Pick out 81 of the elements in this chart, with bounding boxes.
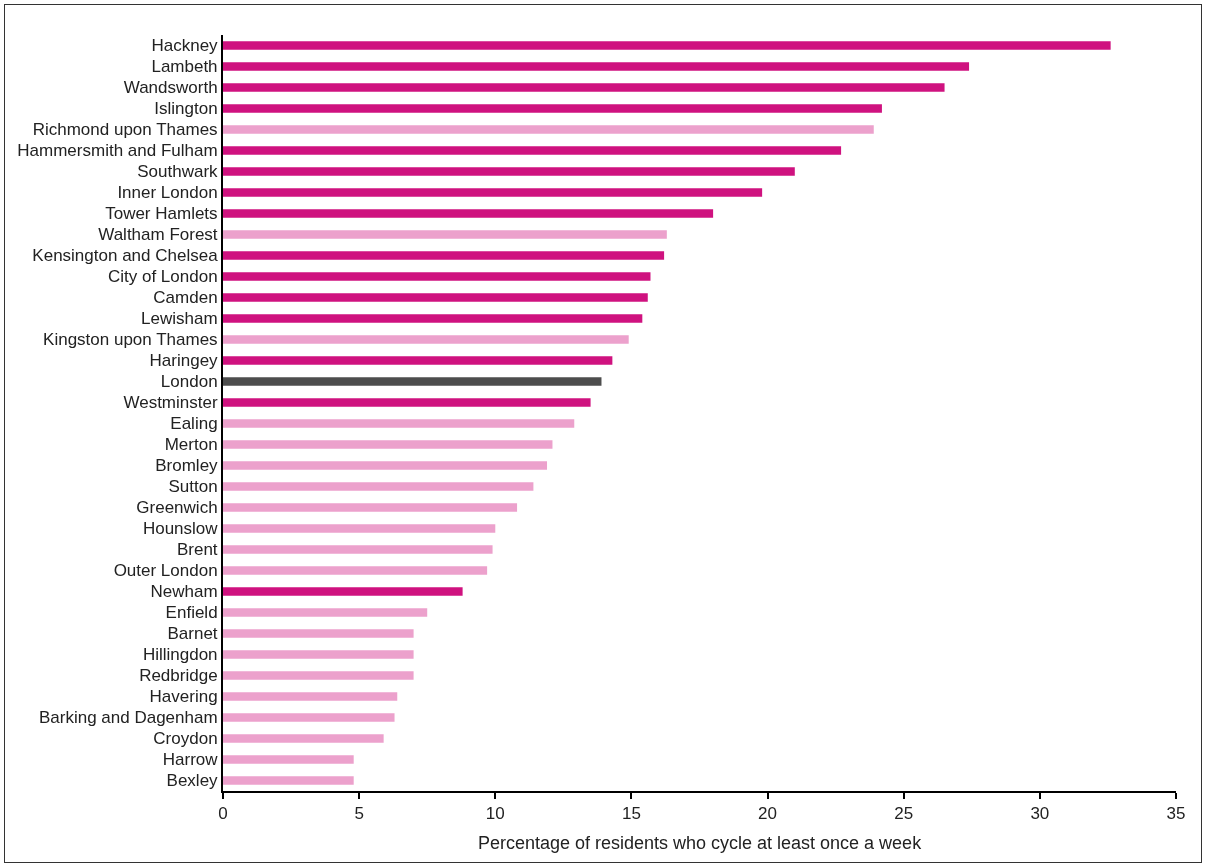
y-tick-label: Kingston upon Thames (43, 330, 218, 350)
x-tick-label: 0 (218, 804, 228, 824)
bar (223, 650, 414, 659)
bar (223, 398, 591, 407)
bar (223, 419, 575, 428)
bar (223, 62, 970, 71)
x-tick-label: 25 (894, 804, 914, 824)
y-tick-label: Harrow (162, 750, 219, 770)
y-tick-label: Newham (150, 582, 218, 602)
y-tick-label: Enfield (165, 603, 218, 623)
bar (223, 167, 795, 176)
x-axis-title: Percentage of residents who cycle at least once a week (477, 833, 923, 853)
x-tick-label: 10 (485, 804, 505, 824)
bar (223, 629, 414, 638)
bar (223, 587, 463, 596)
bar (223, 335, 629, 344)
y-tick-label: Kensington and Chelsea (32, 246, 219, 266)
bar (223, 482, 534, 491)
y-tick-label: Wandsworth (123, 78, 218, 98)
bar (223, 41, 1111, 50)
bar (223, 692, 398, 701)
bar (223, 104, 882, 113)
x-tick-label: 5 (354, 804, 364, 824)
bar (223, 461, 548, 470)
bar (223, 440, 553, 449)
bar (223, 734, 384, 743)
y-tick-label: Redbridge (139, 666, 218, 686)
bar (223, 671, 414, 680)
bar (223, 83, 945, 92)
y-tick-label: Havering (149, 687, 218, 707)
y-tick-label: Sutton (168, 477, 218, 497)
bar (223, 314, 643, 323)
y-tick-label: Richmond upon Thames (32, 120, 218, 140)
y-tick-label: Bexley (166, 771, 219, 791)
y-tick-label: Tower Hamlets (105, 204, 218, 224)
y-tick-label: Merton (164, 435, 218, 455)
bar (223, 776, 354, 785)
y-tick-label: Camden (153, 288, 218, 308)
x-tick-label: 15 (621, 804, 641, 824)
bar (223, 713, 395, 722)
y-tick-label: Bromley (155, 456, 219, 476)
x-tick-label: 20 (758, 804, 778, 824)
y-tick-label: Hillingdon (142, 645, 218, 665)
bar (223, 356, 613, 365)
bar (223, 230, 667, 239)
y-tick-label: Hackney (151, 36, 219, 56)
y-tick-label: Barnet (167, 624, 218, 644)
y-tick-label: Ealing (170, 414, 218, 434)
y-tick-label: City of London (107, 267, 218, 287)
y-tick-label: Lewisham (141, 309, 218, 329)
y-tick-label: Croydon (153, 729, 218, 749)
y-tick-label: Hammersmith and Fulham (17, 141, 218, 161)
bar (223, 524, 496, 533)
y-tick-label: Barking and Dagenham (38, 708, 218, 728)
bar (223, 755, 354, 764)
bar (223, 377, 602, 386)
bar (223, 209, 714, 218)
bar (223, 566, 488, 575)
y-tick-label: Brent (176, 540, 218, 560)
bar (223, 188, 763, 197)
bar (223, 251, 665, 260)
y-tick-label: Greenwich (136, 498, 218, 518)
y-tick-label: Outer London (113, 561, 218, 581)
x-tick-label: 35 (1166, 804, 1186, 824)
y-tick-label: Haringey (149, 351, 219, 371)
y-tick-label: London (160, 372, 218, 392)
y-tick-label: Waltham Forest (98, 225, 218, 245)
bar (223, 608, 428, 617)
bar (223, 545, 493, 554)
y-tick-label: Hounslow (142, 519, 219, 539)
y-tick-label: Inner London (117, 183, 218, 203)
bar (223, 125, 874, 134)
bar (223, 503, 518, 512)
y-tick-label: Lambeth (151, 57, 218, 77)
bar (223, 146, 842, 155)
y-tick-label: Islington (154, 99, 218, 119)
x-tick-label: 30 (1030, 804, 1050, 824)
bar (223, 293, 648, 302)
y-tick-label: Southwark (137, 162, 219, 182)
y-tick-label: Westminster (123, 393, 218, 413)
bar (223, 272, 651, 281)
